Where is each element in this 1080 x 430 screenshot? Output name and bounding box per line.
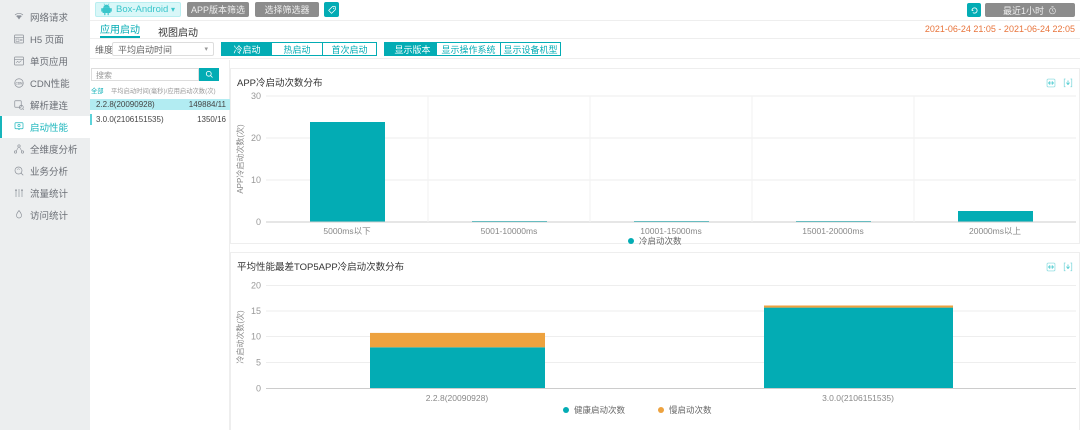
svg-text:0: 0 (256, 384, 261, 394)
svg-text:APP冷启动次数(次): APP冷启动次数(次) (235, 124, 245, 194)
svg-text:30: 30 (251, 91, 261, 101)
svg-text:5001-10000ms: 5001-10000ms (481, 226, 538, 236)
svg-text:10: 10 (251, 175, 261, 185)
svg-text:15: 15 (251, 306, 261, 316)
svg-text:慢启动次数: 慢启动次数 (669, 405, 712, 415)
svg-text:15001-20000ms: 15001-20000ms (802, 226, 863, 236)
svg-text:冷启动次数(次): 冷启动次数(次) (235, 310, 245, 364)
svg-text:10: 10 (251, 332, 261, 342)
svg-text:20: 20 (251, 281, 261, 291)
svg-text:5: 5 (256, 358, 261, 368)
svg-text:CDN: CDN (15, 82, 23, 86)
svg-text:3.0.0(2106151535): 3.0.0(2106151535) (822, 393, 894, 403)
svg-text:20000ms以上: 20000ms以上 (969, 226, 1021, 236)
svg-text:2.2.8(20090928): 2.2.8(20090928) (426, 393, 489, 403)
svg-text:冷启动次数: 冷启动次数 (639, 236, 682, 245)
svg-text:0: 0 (256, 217, 261, 227)
svg-text:10001-15000ms: 10001-15000ms (640, 226, 701, 236)
svg-text:健康启动次数: 健康启动次数 (574, 405, 626, 415)
svg-text:5000ms以下: 5000ms以下 (323, 226, 371, 236)
svg-text:20: 20 (251, 133, 261, 143)
